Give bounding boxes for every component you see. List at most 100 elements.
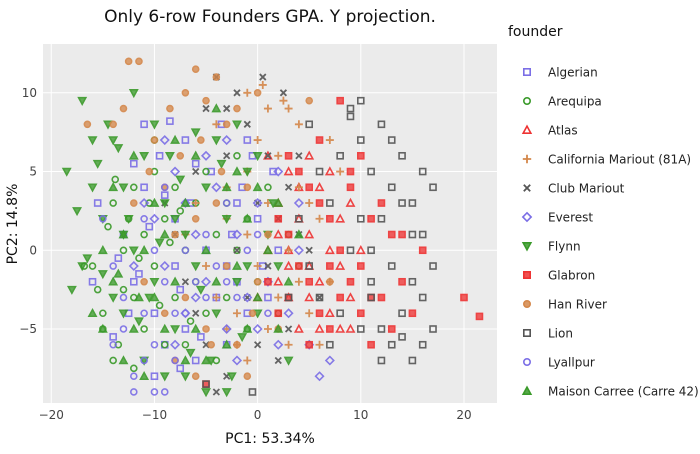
data-point [336, 246, 344, 255]
data-point [207, 167, 215, 176]
data-point [192, 309, 200, 317]
data-point [201, 388, 211, 398]
data-point [201, 244, 211, 255]
data-point [387, 183, 396, 192]
data-point [202, 325, 210, 333]
series-group [61, 89, 294, 398]
data-point [171, 183, 179, 192]
data-point [367, 293, 375, 302]
legend-item[interactable]: Arequipa [522, 95, 602, 109]
data-point [134, 292, 144, 302]
data-point [171, 230, 179, 239]
data-point [140, 309, 148, 318]
data-point [387, 325, 396, 333]
series-group [202, 96, 437, 396]
data-point [166, 117, 174, 125]
data-point [336, 293, 344, 302]
data-point [253, 136, 262, 145]
legend-symbol [521, 124, 533, 134]
legend-item[interactable]: Algerian [522, 66, 598, 80]
data-point [150, 246, 159, 255]
legend-items: Algerian Arequipa Atlas California Mariout … [521, 66, 699, 399]
data-point [387, 340, 396, 349]
legend-item[interactable]: Everest [521, 211, 594, 225]
legend-item[interactable]: Lion [522, 327, 573, 341]
data-point [346, 246, 355, 255]
legend-item[interactable]: Han River [522, 298, 607, 312]
data-point [128, 260, 139, 272]
data-point [305, 183, 314, 192]
data-point [408, 199, 417, 207]
data-point [212, 293, 221, 302]
data-point [335, 323, 346, 333]
data-point [336, 96, 344, 105]
data-point [128, 323, 139, 333]
data-point [191, 159, 200, 168]
data-point [429, 262, 437, 270]
data-point [77, 96, 88, 106]
data-point [232, 166, 242, 176]
data-point [191, 65, 200, 73]
y-tick-label: 10 [22, 86, 37, 100]
legend-item[interactable]: Flynn [521, 240, 581, 254]
data-point [398, 230, 406, 239]
data-point [356, 96, 365, 105]
data-point [149, 120, 160, 130]
legend-item[interactable]: Club Mariout [523, 182, 625, 196]
data-point [222, 277, 231, 286]
data-point [377, 325, 386, 333]
data-point [273, 229, 284, 239]
legend-label: Han River [548, 298, 607, 312]
data-point [192, 167, 200, 176]
data-point [315, 167, 324, 176]
legend-item[interactable]: Atlas [521, 124, 578, 138]
data-point [130, 372, 138, 381]
legend-item[interactable]: Maison Carree (Carre 42) [521, 385, 699, 399]
data-point [176, 151, 185, 160]
data-point [135, 57, 143, 66]
legend-label: Maison Carree (Carre 42) [548, 385, 699, 399]
data-point [211, 136, 222, 146]
data-point [274, 214, 283, 223]
legend: founder Algerian Arequipa Atlas California … [508, 24, 699, 399]
data-point [119, 104, 128, 113]
data-point [128, 150, 139, 160]
data-point [269, 167, 277, 176]
legend-label: Flynn [548, 240, 581, 254]
data-point [149, 213, 160, 224]
data-point [134, 317, 144, 327]
data-point [221, 323, 232, 335]
data-point [109, 333, 117, 341]
data-point [166, 238, 174, 247]
x-axis-label: PC1: 53.34% [225, 431, 315, 447]
legend-label: Club Mariout [548, 182, 625, 196]
data-point [283, 166, 294, 176]
legend-symbol [521, 385, 533, 396]
data-point [367, 167, 375, 176]
data-point [211, 182, 222, 193]
data-point [108, 276, 119, 286]
legend-item[interactable]: Glabron [522, 269, 595, 283]
data-point [315, 214, 324, 223]
data-point [61, 167, 72, 177]
data-point [418, 167, 427, 176]
data-point [185, 348, 196, 358]
data-point [242, 213, 253, 223]
data-point [355, 244, 366, 255]
data-point [119, 325, 128, 333]
data-point [97, 244, 108, 255]
data-point [159, 229, 170, 239]
legend-label: Atlas [548, 124, 578, 138]
data-point [180, 372, 191, 382]
data-point [305, 340, 314, 349]
data-point [398, 199, 406, 207]
data-point [83, 120, 92, 129]
data-point [109, 340, 117, 349]
legend-item[interactable]: Lyallpur [522, 356, 595, 370]
data-point [284, 151, 293, 160]
legend-item[interactable]: California Mariout (81A) [522, 153, 691, 167]
data-point [326, 262, 334, 270]
data-point [202, 262, 211, 271]
legend-title: founder [508, 24, 563, 40]
data-point [274, 246, 283, 255]
